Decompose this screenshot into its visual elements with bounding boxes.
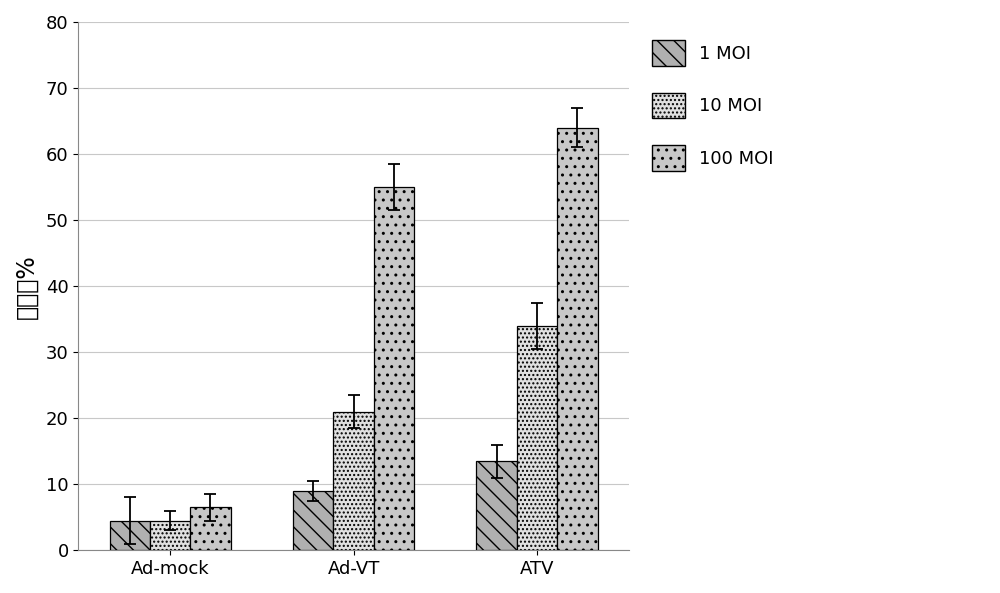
Bar xyxy=(476,461,517,550)
Bar xyxy=(333,412,374,550)
Bar xyxy=(110,521,150,550)
Legend: 1 MOI, 10 MOI, 100 MOI: 1 MOI, 10 MOI, 100 MOI xyxy=(643,31,783,180)
Bar xyxy=(190,508,231,550)
Y-axis label: 抑制率%: 抑制率% xyxy=(15,254,39,318)
Bar xyxy=(374,187,414,550)
Bar xyxy=(293,491,333,550)
Bar xyxy=(150,521,190,550)
Bar xyxy=(557,127,598,550)
Bar xyxy=(517,326,557,550)
